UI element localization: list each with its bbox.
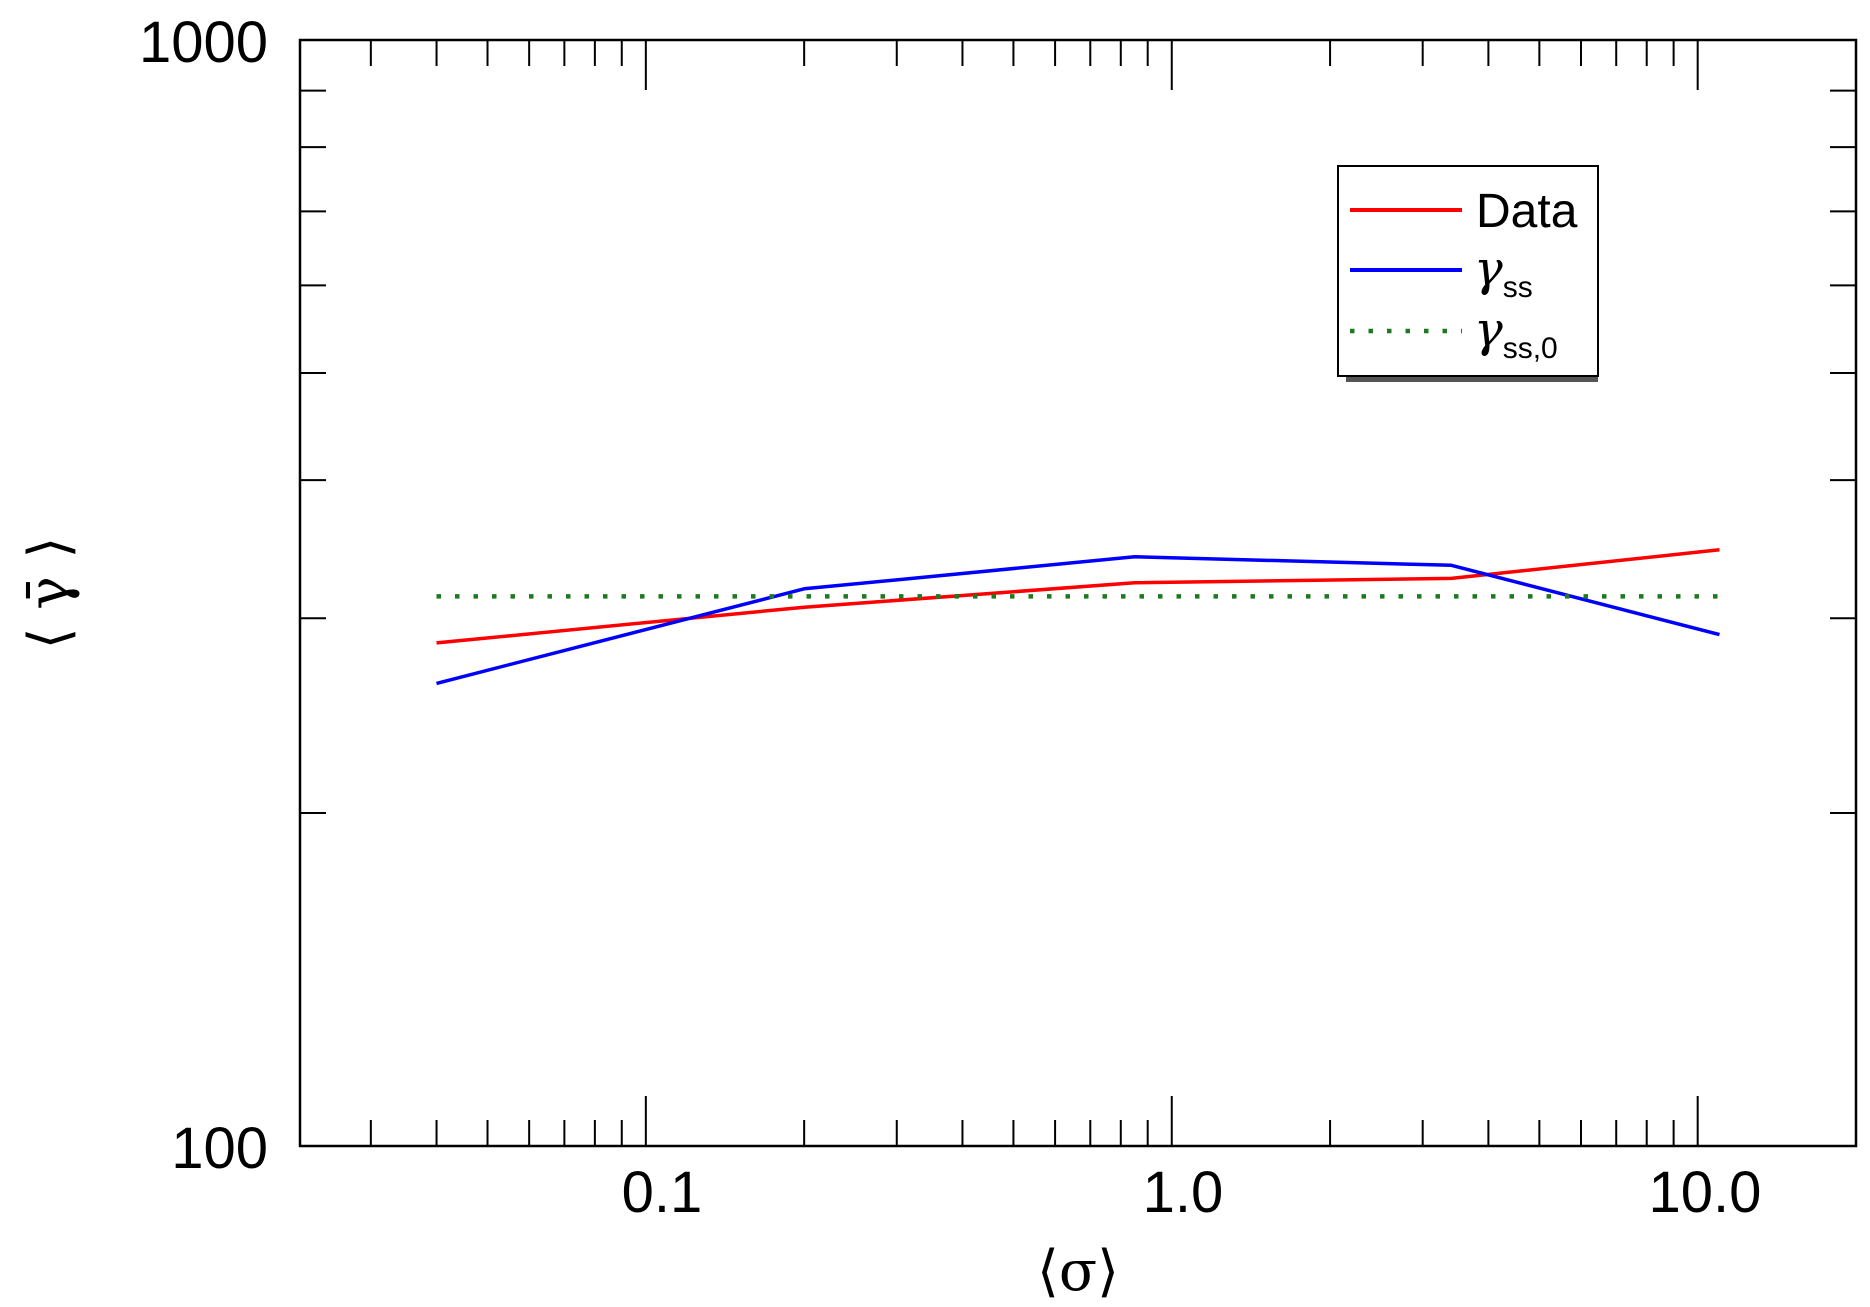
y-tick-label-100: 100 (171, 1116, 268, 1181)
legend-label-gamma-ss0: γss,0 (1474, 302, 1558, 365)
x-tick-label-1.0: 1.0 (1143, 1160, 1224, 1225)
series-line-1 (436, 555, 1720, 686)
legend-label-gamma-ss: γss (1474, 241, 1533, 304)
y-axis-ticks (300, 89, 1856, 815)
legend-gamma-ss-symbol: γ (1474, 241, 1503, 297)
legend-gamma-ss0-sub: ss,0 (1503, 332, 1558, 365)
legend-label-data: Data (1476, 185, 1578, 238)
legend-gamma-ss-sub: ss (1503, 271, 1533, 304)
x-axis-title: ⟨σ⟩ (1037, 1239, 1119, 1304)
x-tick-label-10.0: 10.0 (1649, 1160, 1762, 1225)
plot-frame (298, 38, 1858, 1148)
legend: Data γss γss,0 (1337, 165, 1599, 382)
series-layer (436, 548, 1720, 686)
legend-gamma-ss0-symbol: γ (1474, 302, 1503, 358)
x-axis-ticks (369, 40, 1857, 1146)
y-axis-title: ⟨ γ̄ ⟩ (17, 537, 82, 650)
x-tick-label-0.1: 0.1 (622, 1160, 703, 1225)
y-tick-label-1000: 1000 (139, 10, 268, 75)
